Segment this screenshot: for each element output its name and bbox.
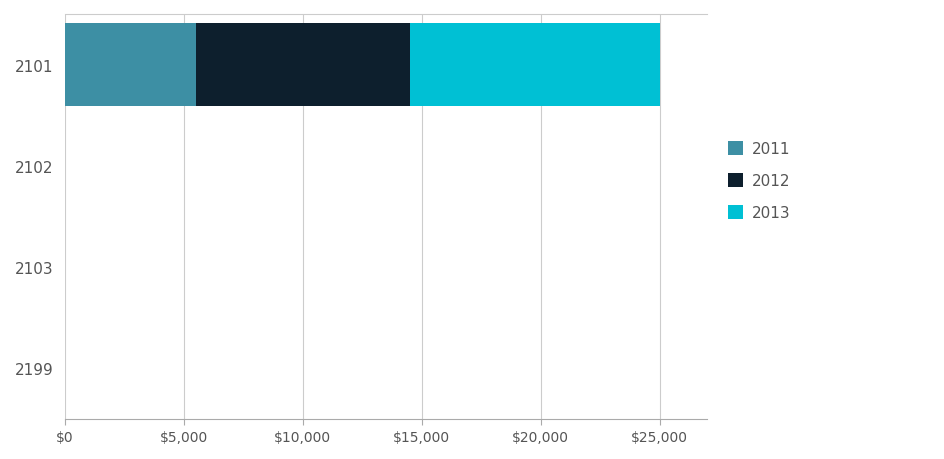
Bar: [195, 24, 410, 107]
Bar: [65, 24, 195, 107]
Bar: [410, 24, 659, 107]
Legend: 2011, 2012, 2013: 2011, 2012, 2013: [721, 136, 796, 227]
